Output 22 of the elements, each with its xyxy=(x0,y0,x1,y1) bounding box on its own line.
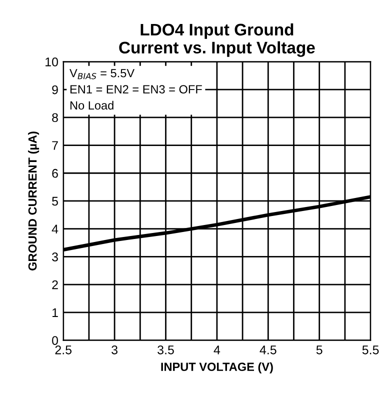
x-tick-label: 5.5 xyxy=(362,346,379,354)
y-tick-label: 4 xyxy=(52,224,58,234)
y-tick-label: 5 xyxy=(52,196,58,206)
y-tick-label: 10 xyxy=(46,57,58,66)
y-axis-title: GROUND CURRENT (µA) xyxy=(28,132,40,270)
y-tick-label: 6 xyxy=(52,168,58,178)
annotation: V$_{BIAS}$ = 5.5V EN1 = EN2 = EN3 = OFF No Load xyxy=(70,69,202,110)
y-tick-label: 7 xyxy=(52,141,58,150)
x-tick-label: 2.5 xyxy=(55,345,72,354)
y-tick-label: 9 xyxy=(52,85,58,94)
y-tick-label: 8 xyxy=(52,113,58,122)
chart-title: LDO4 Input Ground Current vs. Input Voltage xyxy=(119,23,315,57)
x-tick-label: 4 xyxy=(214,346,220,354)
x-axis-title: INPUT VOLTAGE (V) xyxy=(161,362,273,374)
x-tick-label: 5 xyxy=(316,346,322,354)
x-tick-label: 3.5 xyxy=(158,345,174,354)
y-tick-label: 1 xyxy=(52,308,58,317)
x-tick-label: 4.5 xyxy=(260,346,276,354)
y-tick-label: 0 xyxy=(52,336,58,345)
x-tick-label: 3 xyxy=(112,345,118,354)
y-tick-label: 3 xyxy=(52,252,58,262)
y-tick-label: 2 xyxy=(52,280,58,290)
